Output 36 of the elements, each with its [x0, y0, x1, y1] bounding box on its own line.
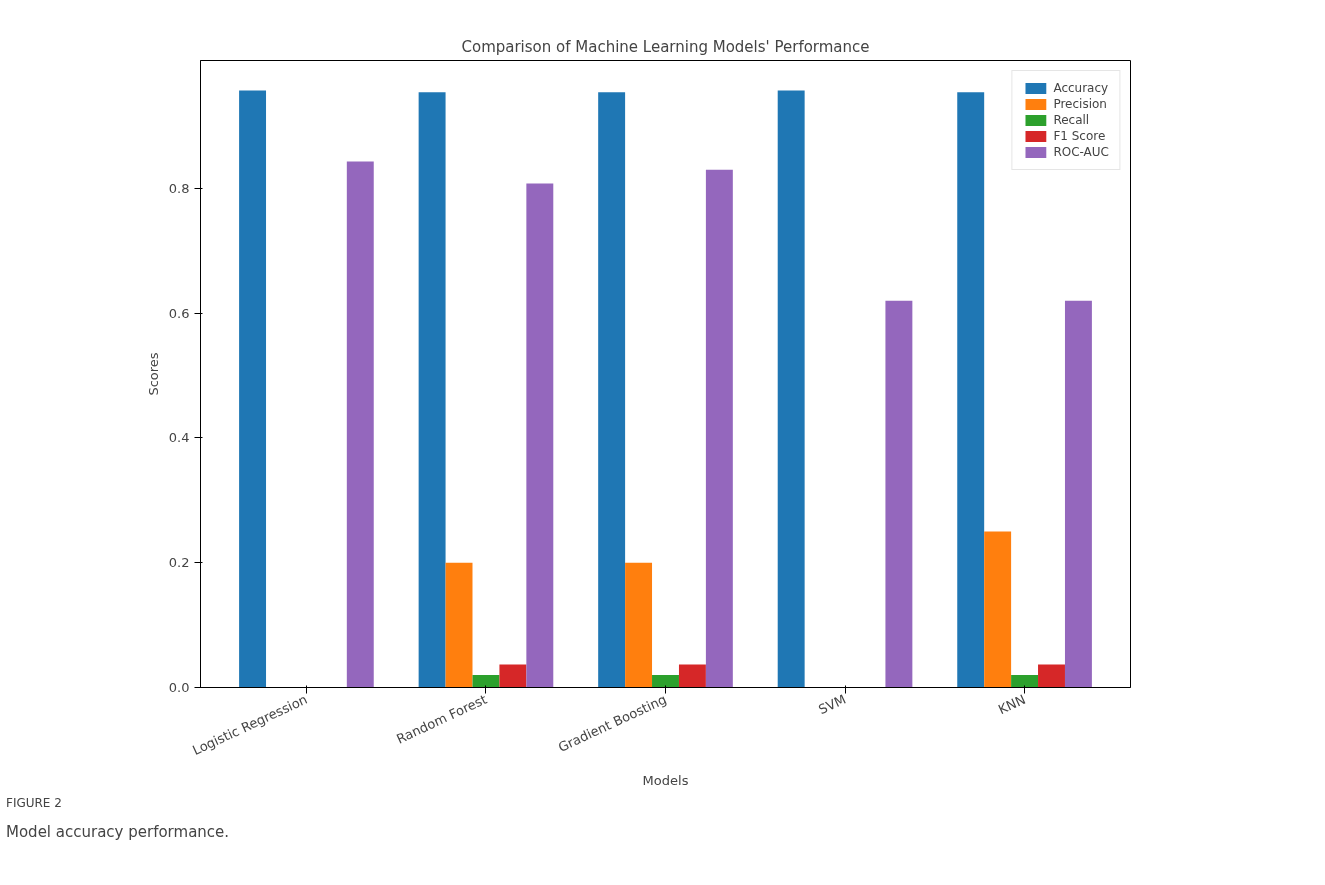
- bar: [777, 90, 805, 688]
- bar: [526, 183, 554, 688]
- bar: [678, 664, 706, 688]
- y-tick-label: 0.4: [168, 430, 190, 446]
- legend-label: Accuracy: [1053, 81, 1109, 95]
- legend-label: Precision: [1053, 97, 1107, 111]
- bar: [625, 562, 653, 688]
- x-axis-title: Models: [642, 772, 689, 788]
- bar: [499, 664, 527, 688]
- bar: [418, 92, 446, 688]
- bar: [984, 531, 1012, 688]
- bar: [705, 169, 733, 688]
- bar: [1038, 664, 1065, 688]
- bar: [885, 300, 913, 688]
- caption: FIGURE 2: [6, 795, 62, 812]
- bar: [1011, 675, 1039, 688]
- chart-title: Comparison of Machine Learning Models' Performance: [461, 37, 870, 56]
- bar: [445, 562, 473, 688]
- y-tick-label: 0.2: [168, 555, 190, 571]
- y-tick-label: 0.8: [168, 180, 190, 196]
- y-axis-title: Scores: [145, 352, 161, 396]
- bar: [652, 675, 679, 688]
- bar: [346, 161, 374, 688]
- bar: [239, 90, 267, 688]
- legend-label: F1 Score: [1053, 129, 1106, 143]
- y-tick-label: 0.6: [168, 305, 190, 321]
- bar: [598, 92, 626, 688]
- y-tick-label: 0.0: [168, 680, 190, 695]
- x-tick-label: KNN: [996, 691, 1028, 718]
- bar: [1064, 300, 1092, 688]
- x-tick-label: SVM: [816, 691, 849, 718]
- text: Model accuracy performance.: [6, 822, 230, 844]
- legend-label: Recall: [1053, 113, 1090, 127]
- bar: [472, 675, 500, 688]
- bar: [957, 92, 985, 688]
- legend-label: ROC-AUC: [1053, 145, 1109, 159]
